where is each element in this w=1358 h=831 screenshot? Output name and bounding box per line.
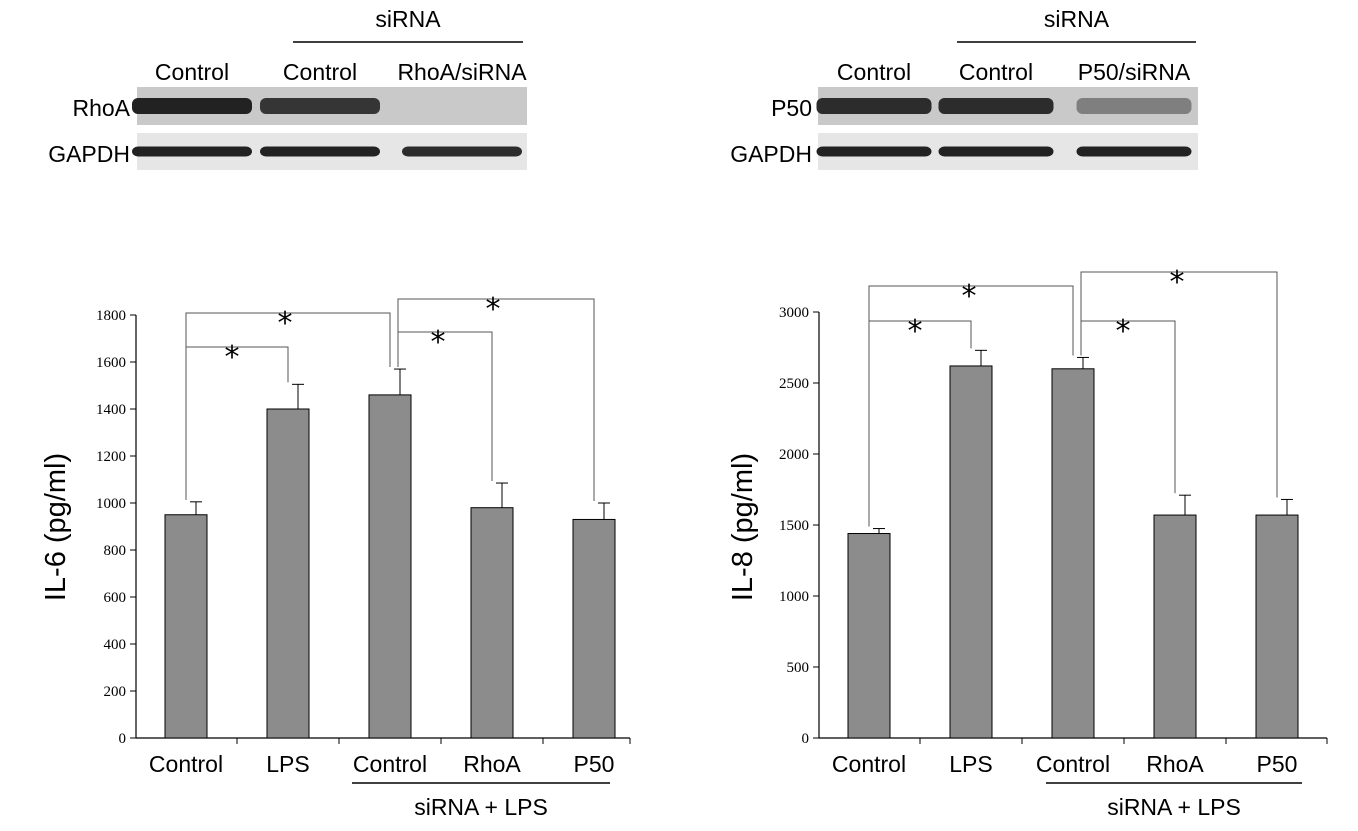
y-tick-label: 400 <box>104 637 127 653</box>
blot-band <box>816 146 932 157</box>
x-category-label: Control <box>832 751 906 777</box>
x-category-label: RhoA <box>1146 751 1204 777</box>
blot-band <box>132 98 252 114</box>
y-tick-label: 1000 <box>779 589 809 605</box>
y-tick-label: 2000 <box>779 447 809 463</box>
x-category-label: Control <box>149 751 223 777</box>
bar <box>368 394 412 739</box>
blot-band <box>402 146 522 157</box>
significance-bracket <box>397 298 595 501</box>
bar <box>164 514 208 739</box>
bar <box>266 408 310 739</box>
y-tick-label: 1600 <box>96 355 126 371</box>
x-category-label: P50 <box>1257 751 1298 777</box>
bar <box>1255 514 1299 739</box>
blot-row-label: GAPDH <box>730 141 812 167</box>
bar <box>1153 514 1197 739</box>
significance-bracket <box>185 312 391 500</box>
y-axis-label: IL-8 (pg/ml) <box>727 453 759 601</box>
x-category-label: P50 <box>574 751 615 777</box>
y-tick-label: 800 <box>104 543 127 559</box>
x-category-label: LPS <box>266 751 309 777</box>
blot-band <box>260 146 380 157</box>
significance-bracket <box>868 285 1074 527</box>
blot-row-label: GAPDH <box>48 141 130 167</box>
blot-row-label: P50 <box>771 95 812 121</box>
blot-row-label: RhoA <box>72 95 130 121</box>
y-tick-label: 2500 <box>779 376 809 392</box>
y-tick-label: 0 <box>802 731 810 747</box>
bar-chart-1: 0 200 400 600 800 1000 1200 1400 1600 1800 IL-6 (p… <box>40 292 631 820</box>
group-label: siRNA + LPS <box>414 794 548 820</box>
y-axis-label: IL-6 (pg/ml) <box>40 453 72 601</box>
y-tick-label: 500 <box>787 660 810 676</box>
bar-chart-2: 0 500 1000 1500 2000 2500 3000 IL-8 (pg/ml) Cont… <box>727 265 1328 820</box>
blot-lane-label: RhoA/siRNA <box>397 59 527 85</box>
blot-band <box>816 98 932 114</box>
blot-lane-label: Control <box>959 59 1033 85</box>
blot-header-label: siRNA <box>375 6 441 32</box>
x-category-label: LPS <box>949 751 992 777</box>
significance-marker: * <box>1116 314 1131 349</box>
significance-marker: * <box>225 340 240 375</box>
group-label: siRNA + LPS <box>1107 794 1241 820</box>
significance-marker: * <box>962 279 977 314</box>
blot-band <box>938 146 1054 157</box>
y-tick-label: 600 <box>104 590 127 606</box>
y-tick-label: 1000 <box>96 496 126 512</box>
x-category-label: RhoA <box>463 751 521 777</box>
blot-panel-1: siRNA Control Control RhoA/siRNA RhoA GAPDH <box>48 6 527 170</box>
blot-band <box>1076 146 1192 157</box>
bar <box>847 533 891 739</box>
bar <box>470 507 514 739</box>
blot-lane-label: Control <box>155 59 229 85</box>
y-tick-label: 1800 <box>96 308 126 324</box>
blot-band <box>132 146 252 157</box>
y-tick-label: 1200 <box>96 449 126 465</box>
blot-lane-label: P50/siRNA <box>1078 59 1191 85</box>
significance-marker: * <box>486 292 501 327</box>
significance-marker: * <box>908 314 923 349</box>
bar <box>1051 368 1095 739</box>
blot-band <box>260 98 380 114</box>
blot-lane-label: Control <box>837 59 911 85</box>
y-tick-label: 1400 <box>96 402 126 418</box>
blot-band <box>402 98 522 114</box>
y-tick-label: 0 <box>119 731 127 747</box>
y-tick-label: 200 <box>104 684 127 700</box>
y-tick-label: 1500 <box>779 518 809 534</box>
blot-header-label: siRNA <box>1044 6 1110 32</box>
blot-lane-label: Control <box>283 59 357 85</box>
x-category-label: Control <box>1036 751 1110 777</box>
significance-marker: * <box>431 325 446 360</box>
y-tick-label: 3000 <box>779 305 809 321</box>
blot-panel-2: siRNA Control Control P50/siRNA P50 GAPDH <box>730 6 1198 170</box>
blot-band <box>938 98 1054 114</box>
x-category-label: Control <box>353 751 427 777</box>
significance-marker: * <box>278 306 293 341</box>
blot-band <box>1076 98 1192 114</box>
bar <box>949 365 993 739</box>
significance-marker: * <box>1170 265 1185 300</box>
bar <box>572 518 616 739</box>
significance-bracket <box>1080 271 1278 498</box>
